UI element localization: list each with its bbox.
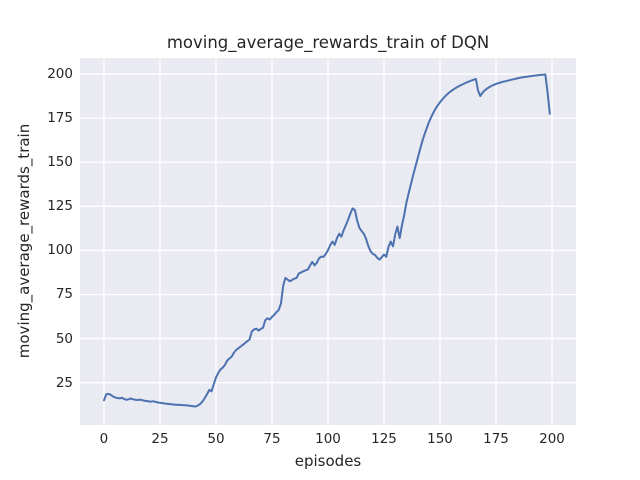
y-tick-label: 150 [47,154,73,171]
y-tick-label: 200 [47,66,73,83]
x-axis-label: episodes [294,452,362,470]
y-tick-label: 75 [55,286,73,303]
x-tick-label: 75 [263,431,281,447]
x-tick-label: 0 [99,431,109,447]
x-tick-label: 50 [207,431,225,447]
y-tick-label: 175 [47,110,73,127]
x-tick-label: 100 [315,431,341,447]
y-tick-label: 100 [47,242,73,259]
dqn-line-series [103,73,551,408]
y-tick-label: 25 [55,374,73,391]
x-tick-label: 200 [539,431,565,447]
x-tick-label: 125 [371,431,397,447]
y-tick-label: 50 [55,330,73,347]
chart-title: moving_average_rewards_train of DQN [166,33,490,52]
y-axis-label: moving_average_rewards_train [15,123,33,359]
x-tick-label: 25 [151,431,169,447]
x-tick-label: 150 [427,431,453,447]
x-tick-label: 175 [483,431,509,447]
y-tick-label: 125 [47,198,73,215]
